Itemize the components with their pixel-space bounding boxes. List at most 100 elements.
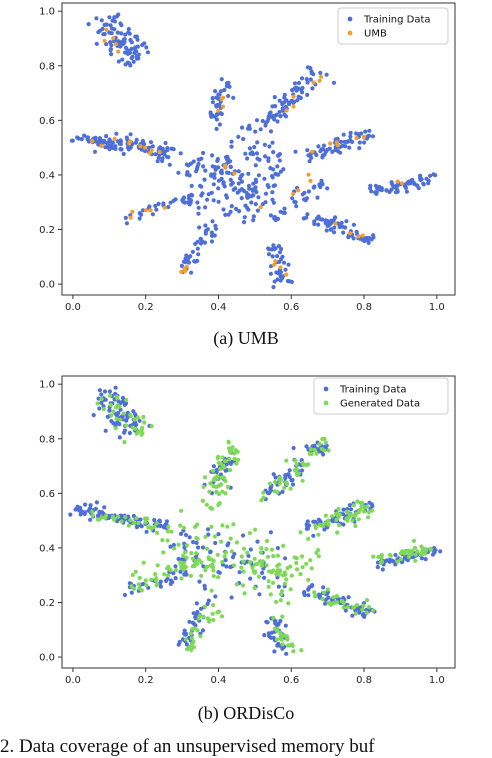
caption-b: (b) ORDisCo [197,703,295,723]
data-point [253,163,258,168]
data-point [195,522,200,527]
data-point [128,139,133,144]
data-point [300,565,305,570]
data-point [212,175,217,180]
data-point [79,137,84,142]
data-point [112,136,117,141]
data-point [275,216,281,221]
data-point [239,554,244,559]
data-point [99,515,105,520]
data-point [277,250,283,255]
data-point [124,397,129,403]
data-point [126,27,131,32]
data-point [304,522,309,527]
data-point [284,108,289,113]
data-point [343,608,348,613]
data-point [245,205,250,210]
data-point [123,32,128,37]
data-point [201,484,206,489]
data-point [210,96,215,101]
data-point [186,255,191,260]
x-tick-label: 0.4 [211,675,227,686]
data-point [344,516,349,521]
data-point [253,129,258,134]
data-point [129,46,134,52]
data-point [120,395,126,401]
data-point [370,504,375,509]
series-training-data [69,12,438,290]
data-point [190,556,195,561]
data-point [178,560,183,565]
data-point [211,603,216,608]
data-point [221,475,226,480]
data-point [294,556,299,561]
y-tick-label: 0.4 [39,170,55,181]
data-point [130,572,135,578]
data-point [272,215,277,220]
data-point [332,225,337,230]
data-point [115,396,120,401]
data-point [204,546,210,551]
data-point [224,195,230,200]
data-point [187,535,192,540]
data-point [92,149,98,154]
data-point [373,183,378,188]
data-point [160,538,165,543]
data-point [243,151,248,156]
data-point [323,513,328,518]
data-point [308,558,313,563]
data-point [131,59,136,64]
data-point [129,584,134,589]
data-point [132,417,137,422]
data-point [193,554,199,559]
data-point [284,651,289,656]
data-point [104,22,110,27]
data-point [123,62,128,67]
data-point [284,634,289,639]
x-tick-label: 0.6 [283,302,299,313]
data-point [310,149,315,154]
data-point [363,129,368,134]
data-point [367,128,372,133]
data-point [113,385,118,390]
data-point [260,118,265,124]
data-point [246,171,251,176]
data-point [315,195,320,200]
data-point [348,134,353,139]
data-point [319,446,324,451]
data-point [232,456,237,462]
data-point [271,580,276,585]
data-point [326,522,331,527]
data-point [202,240,208,245]
data-point [247,560,252,565]
data-point [206,192,211,197]
data-point [143,145,148,150]
data-point [139,432,144,437]
data-point [355,606,360,611]
data-point [275,164,280,169]
data-point [262,176,267,181]
data-point [215,610,220,615]
data-point [186,260,191,265]
data-point [295,98,300,103]
data-point [278,209,283,214]
data-point [241,533,246,538]
data-point [271,150,276,155]
data-point [220,559,225,565]
data-point [264,538,270,544]
data-point [331,600,336,606]
data-point [112,27,117,32]
data-point [157,150,162,155]
data-point [183,564,188,570]
data-point [115,30,120,35]
data-point [290,482,296,487]
data-point [418,552,423,557]
data-point [122,592,127,598]
data-point [351,236,356,241]
data-point [232,551,237,557]
data-point [357,146,362,151]
data-point [283,623,288,628]
data-point [314,451,319,456]
data-point [168,200,173,205]
data-point [188,631,193,636]
